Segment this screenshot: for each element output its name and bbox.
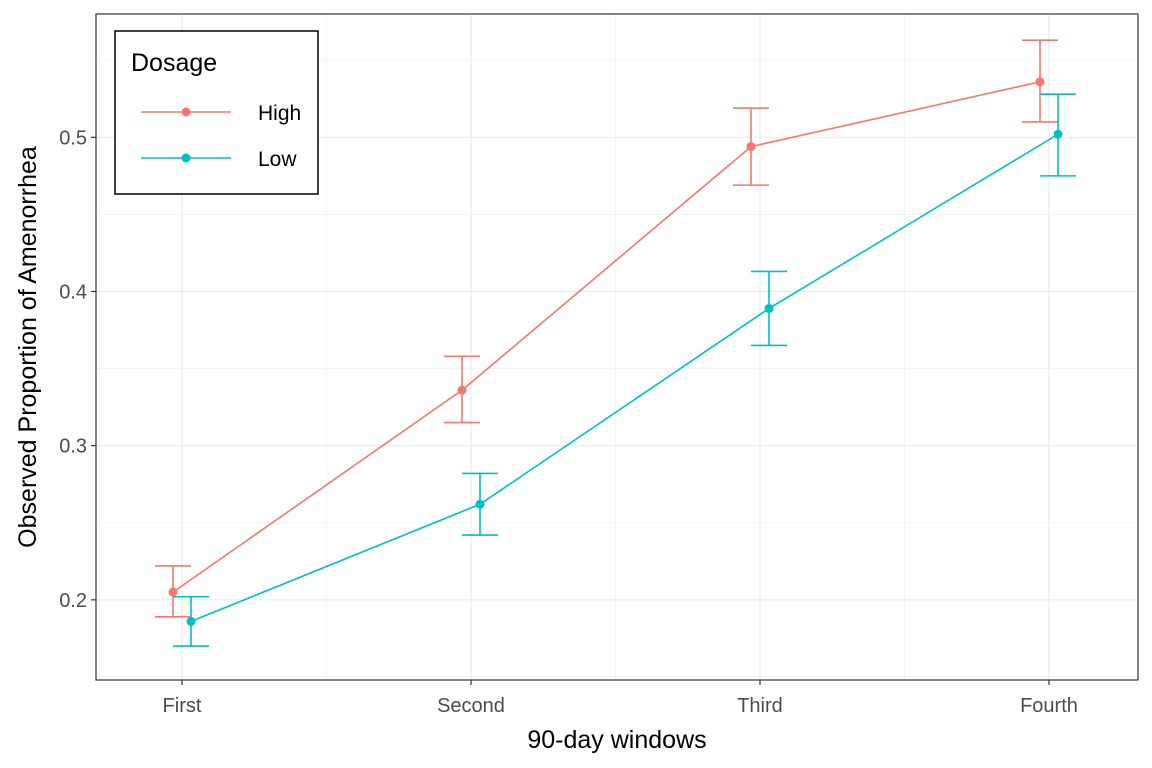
plot-border [95,13,1139,681]
legend-label-high: High [258,102,301,125]
legend-items: High Low [141,102,301,171]
data-point [1053,129,1063,139]
legend-key-point [181,107,191,117]
data-point [168,587,178,597]
legend: Dosage High Low [114,30,319,195]
series-line [172,81,1041,593]
data-point [457,385,467,395]
y-axis: 0.2 0.3 0.4 0.5 [59,127,96,612]
x-axis-title: 90-day windows [527,726,706,754]
y-tick-label: 0.2 [59,590,87,612]
series-high [155,39,1058,618]
y-axis-title: Observed Proportion of Amenorrhea [14,146,42,548]
series-line [190,133,1059,623]
data-point [764,303,774,313]
data-point [475,499,485,509]
legend-title: Dosage [131,49,217,77]
data-point [1035,77,1045,87]
x-axis: First Second Third Fourth [163,680,1078,717]
x-tick-label: Second [437,695,505,717]
y-tick-label: 0.4 [59,282,87,304]
x-tick-label: Fourth [1020,695,1078,717]
y-tick-label: 0.3 [59,436,87,458]
series-low [173,93,1076,647]
x-tick-label: Third [737,695,783,717]
legend-label-low: Low [258,148,297,171]
y-tick-label: 0.5 [59,127,87,149]
x-tick-label: First [163,695,202,717]
series-layer [155,39,1076,647]
legend-key-point [181,153,191,163]
data-point [746,142,756,152]
data-point [186,616,196,626]
